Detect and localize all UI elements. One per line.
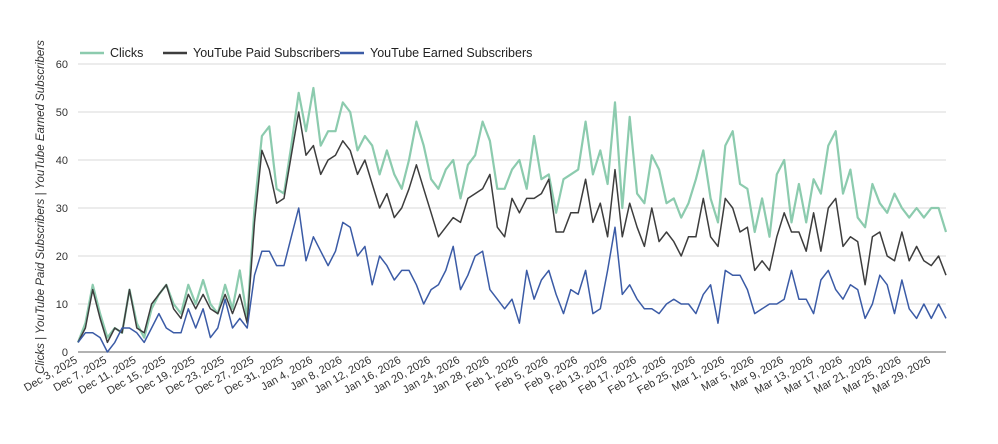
series-lines [76, 86, 948, 353]
y-axis-label: Clicks | YouTube Paid Subscribers | YouT… [35, 40, 47, 374]
y-tick-label: 0 [62, 347, 68, 359]
y-axis-ticks: 0 10 20 30 40 50 60 [56, 59, 68, 359]
gridlines [78, 63, 946, 353]
y-tick-label: 20 [56, 251, 68, 263]
legend-label: YouTube Earned Subscribers [370, 46, 532, 60]
y-tick-label: 60 [56, 59, 68, 71]
legend: Clicks YouTube Paid Subscribers YouTube Ea… [80, 46, 532, 60]
legend-label: YouTube Paid Subscribers [193, 46, 340, 60]
series-line-clicks [76, 86, 948, 343]
y-tick-label: 40 [56, 155, 68, 167]
series-line-youtube-earned-subscribers [77, 207, 947, 353]
y-tick-label: 50 [56, 107, 68, 119]
series-line-youtube-paid-subscribers [77, 111, 947, 344]
y-tick-label: 10 [56, 299, 68, 311]
y-tick-label: 30 [56, 203, 68, 215]
legend-label: Clicks [110, 46, 143, 60]
